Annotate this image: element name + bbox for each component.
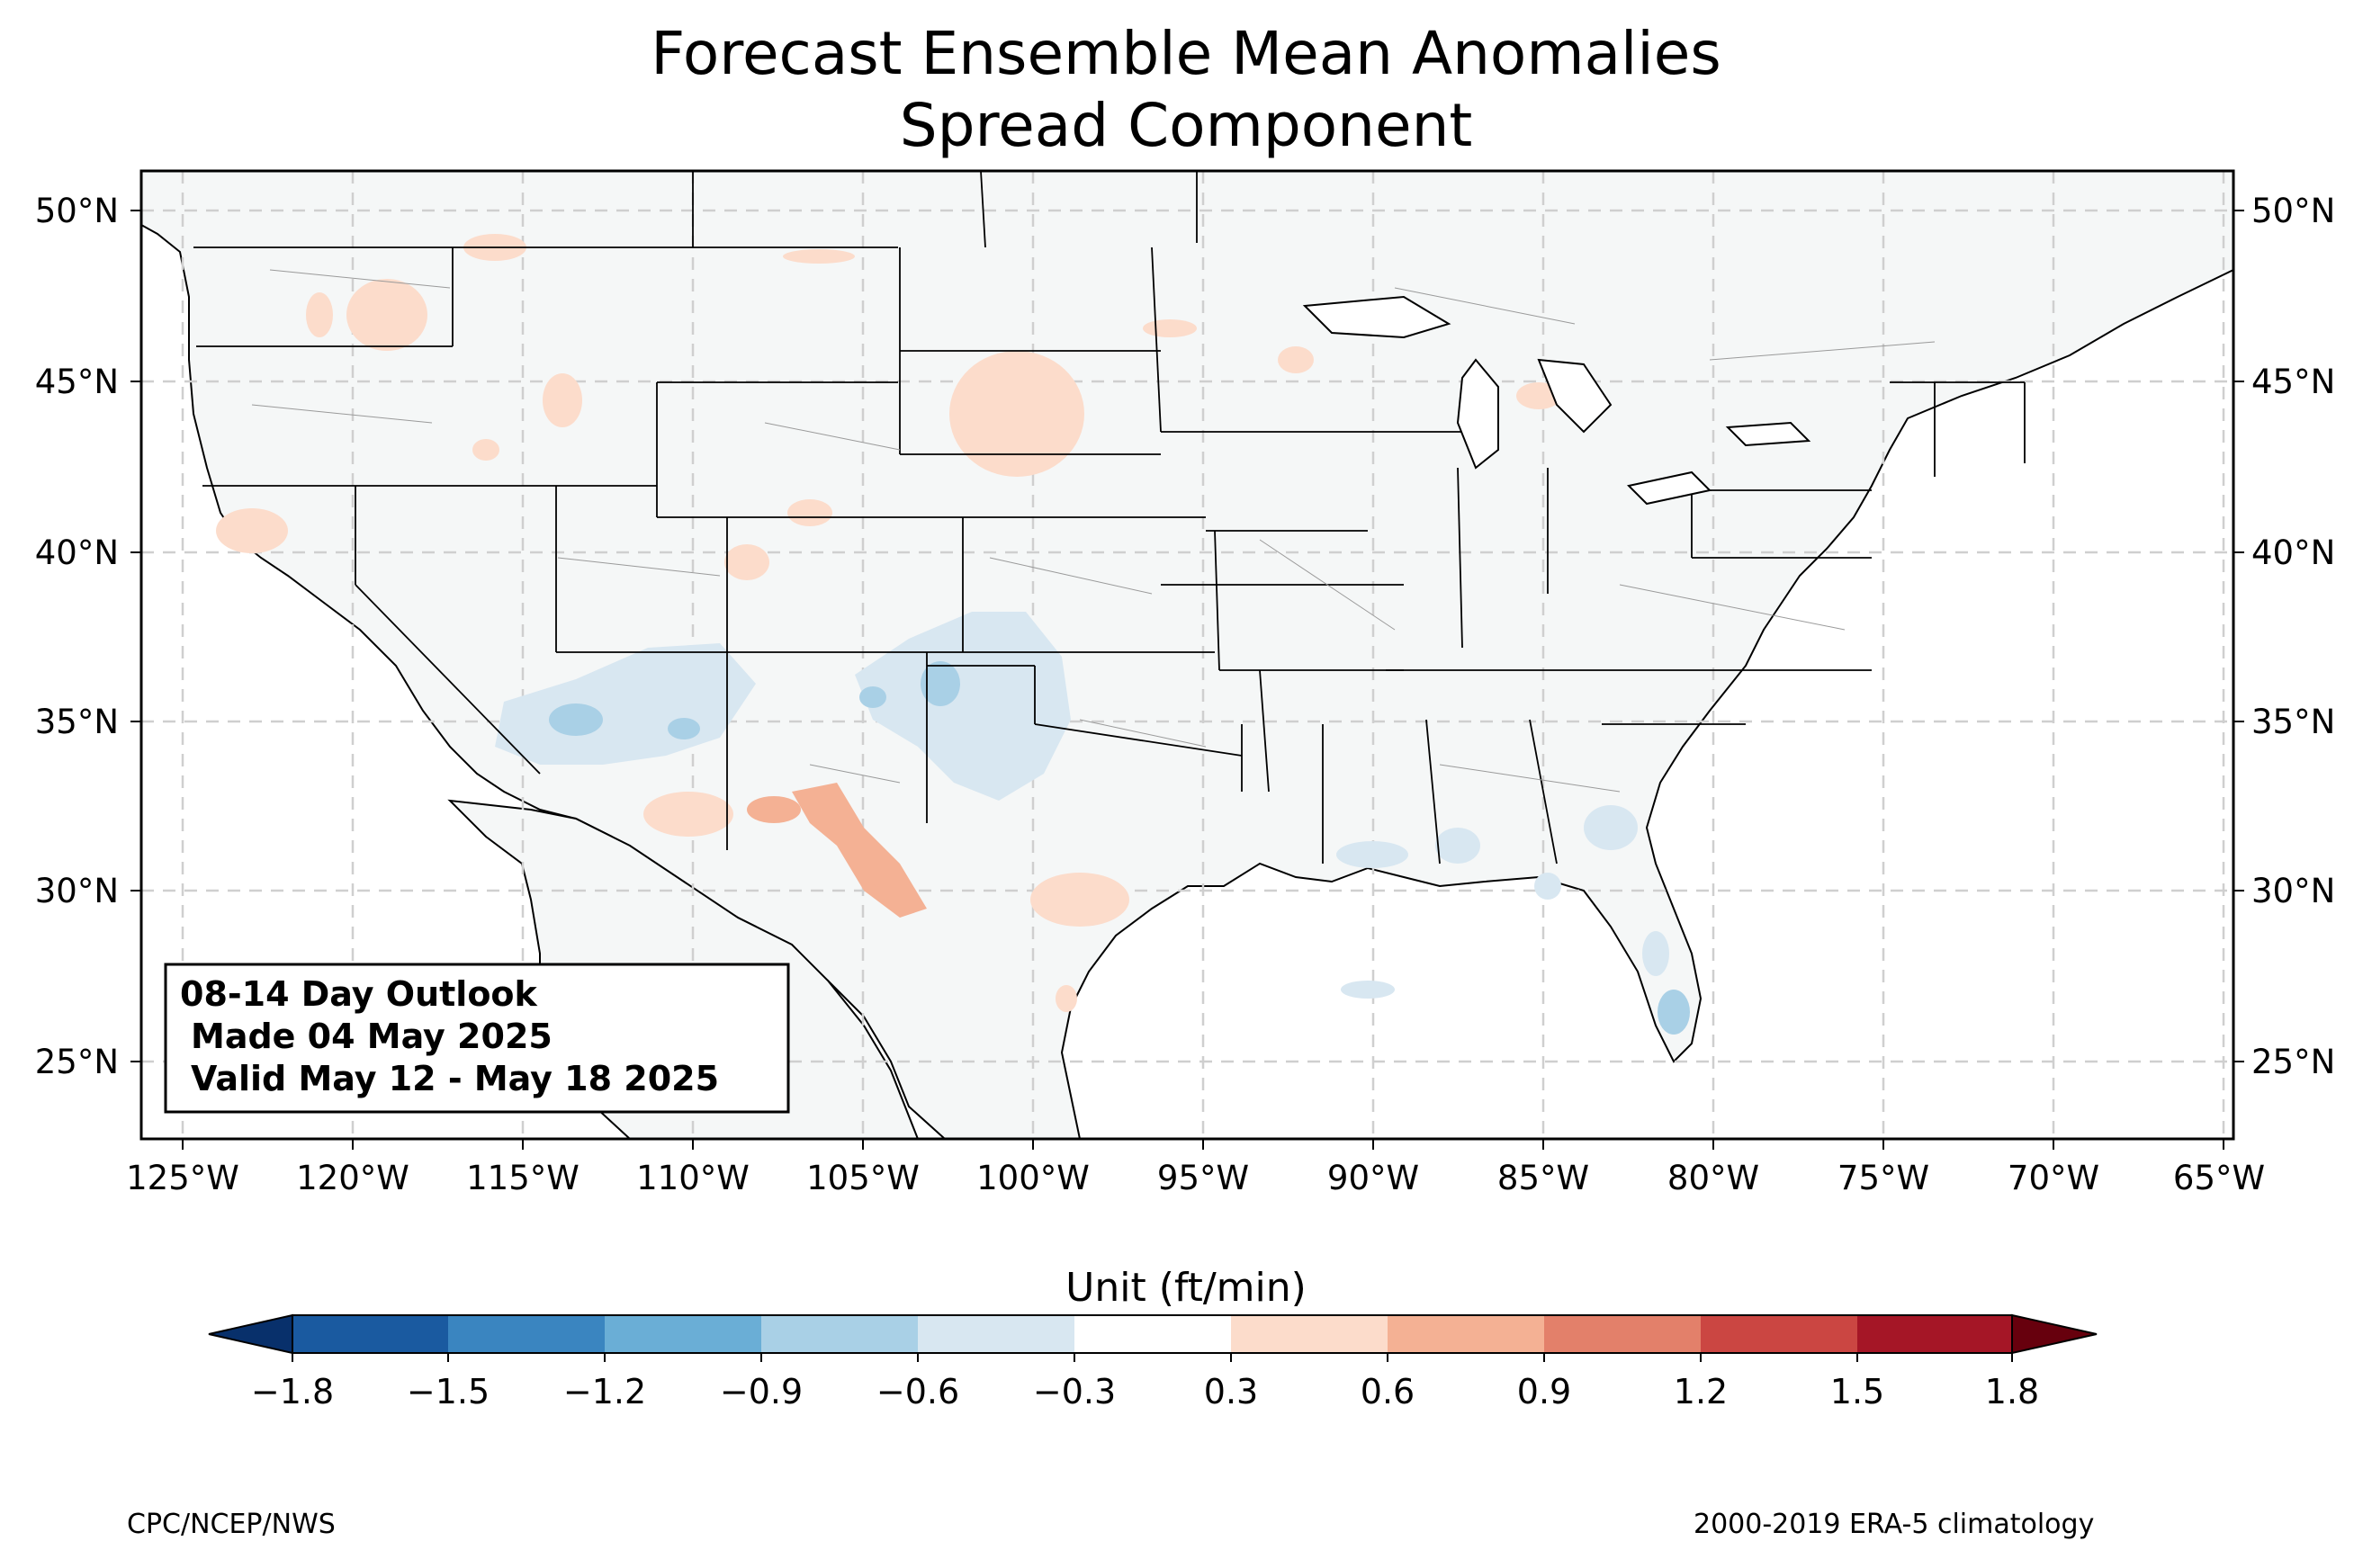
lat-tick-label: 40°N <box>35 533 119 572</box>
map-frame <box>139 169 2235 1141</box>
lon-tick-label: 80°W <box>1667 1159 1759 1197</box>
colorbar-bin <box>1701 1315 1857 1353</box>
lat-tick-label: 30°N <box>35 872 119 910</box>
lon-tick-label: 90°W <box>1327 1159 1419 1197</box>
colorbar-tick-label: 1.5 <box>1830 1372 1884 1411</box>
colorbar-bin <box>1074 1315 1231 1353</box>
positive-anomaly-areas <box>216 234 1561 1012</box>
colorbar-tick-label: −1.5 <box>407 1372 490 1411</box>
lon-tick-label: 85°W <box>1497 1159 1589 1197</box>
latitude-labels-left: 25°N 30°N 35°N 40°N 45°N 50°N <box>35 192 119 1081</box>
lat-tick-label: 50°N <box>35 192 119 230</box>
lon-tick-label: 115°W <box>466 1159 580 1197</box>
longitude-labels: 125°W 120°W 115°W 110°W 105°W 100°W 95°W… <box>126 1159 2265 1197</box>
footer-climatology: 2000-2019 ERA-5 climatology <box>1694 1509 2095 1540</box>
lat-tick-label: 35°N <box>2251 703 2335 741</box>
colorbar-tick-label: 0.3 <box>1204 1372 1258 1411</box>
lon-tick-label: 100°W <box>976 1159 1090 1197</box>
colorbar-tick-label: 1.2 <box>1674 1372 1728 1411</box>
land-mass <box>141 171 2233 1139</box>
footer-source: CPC/NCEP/NWS <box>127 1509 336 1540</box>
colorbar-under-arrow <box>208 1313 293 1355</box>
lon-tick-label: 105°W <box>806 1159 920 1197</box>
great-lakes <box>1302 295 1811 506</box>
lat-tick-label: 35°N <box>35 703 119 741</box>
info-box: 08-14 Day Outlook Made 04 May 2025 Valid… <box>164 963 790 1114</box>
colorbar-label: Unit (ft/min) <box>1065 1265 1307 1311</box>
lat-tick-label: 25°N <box>35 1043 119 1081</box>
tick-marks <box>130 210 2244 1150</box>
colorbar-bin <box>448 1315 605 1353</box>
lat-tick-label: 25°N <box>2251 1043 2335 1081</box>
lat-tick-label: 30°N <box>2251 872 2335 910</box>
lon-tick-label: 70°W <box>2008 1159 2099 1197</box>
lon-tick-label: 110°W <box>636 1159 750 1197</box>
colorbar-bin <box>761 1315 918 1353</box>
colorbar-tick-label: −1.2 <box>563 1372 646 1411</box>
info-box-made-date: Made 04 May 2025 <box>191 1017 553 1056</box>
colorbar-tick-label: −0.9 <box>720 1372 803 1411</box>
negative-anomaly-core <box>549 661 1690 1035</box>
chart-title-line-1: Forecast Ensemble Mean Anomalies <box>651 19 1721 88</box>
colorbar: −1.8 −1.5 −1.2 −0.9 −0.6 −0.3 0.3 0.6 0.… <box>208 1313 2098 1411</box>
latitude-labels-right: 25°N 30°N 35°N 40°N 45°N 50°N <box>2251 192 2335 1081</box>
colorbar-tick-label: 0.9 <box>1517 1372 1571 1411</box>
lat-tick-label: 40°N <box>2251 533 2335 572</box>
colorbar-tick-label: −0.6 <box>876 1372 959 1411</box>
info-box-title: 08-14 Day Outlook <box>180 974 538 1014</box>
info-box-valid-range: Valid May 12 - May 18 2025 <box>191 1059 719 1098</box>
colorbar-bin <box>1857 1315 2012 1353</box>
lat-tick-label: 45°N <box>2251 363 2335 401</box>
lon-tick-label: 65°W <box>2173 1159 2265 1197</box>
colorbar-tick-label: −0.3 <box>1033 1372 1116 1411</box>
lon-tick-label: 120°W <box>296 1159 409 1197</box>
colorbar-tick-label: 0.6 <box>1361 1372 1415 1411</box>
lon-tick-label: 125°W <box>126 1159 239 1197</box>
graticule <box>141 171 2233 1139</box>
colorbar-tick-label: 1.8 <box>1985 1372 2039 1411</box>
positive-anomaly-core <box>747 783 927 918</box>
colorbar-bin <box>918 1315 1074 1353</box>
colorbar-bin <box>1388 1315 1544 1353</box>
lat-tick-label: 45°N <box>35 363 119 401</box>
colorbar-bin <box>1544 1315 1701 1353</box>
lat-tick-label: 50°N <box>2251 192 2335 230</box>
colorbar-bin <box>1231 1315 1388 1353</box>
colorbar-bin <box>292 1315 448 1353</box>
lon-tick-label: 95°W <box>1157 1159 1249 1197</box>
colorbar-over-arrow <box>2011 1313 2098 1355</box>
chart-title-line-2: Spread Component <box>899 91 1473 160</box>
county-borders <box>251 269 1936 793</box>
colorbar-bin <box>605 1315 761 1353</box>
colorbar-tick-label: −1.8 <box>251 1372 334 1411</box>
state-borders <box>193 171 2026 865</box>
lon-tick-label: 75°W <box>1837 1159 1929 1197</box>
